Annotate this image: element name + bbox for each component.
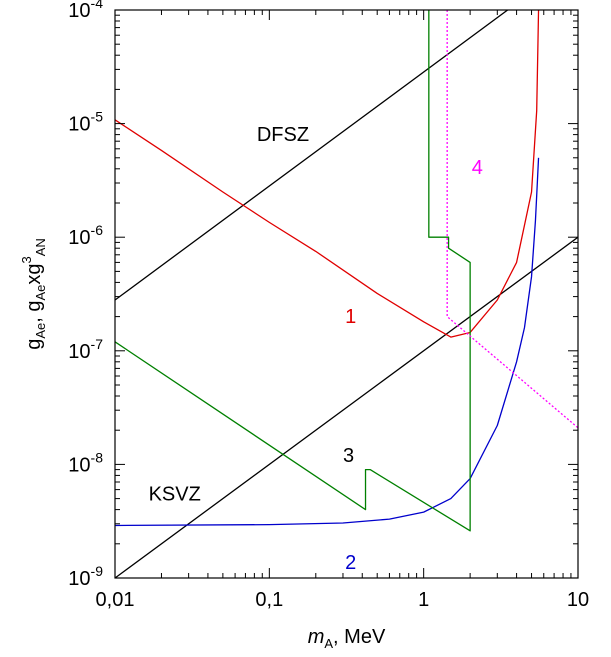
series-line-ksvz [115, 236, 578, 578]
y-tick-label: 10-4 [68, 0, 103, 22]
annotation-label: 1 [345, 306, 356, 328]
x-tick-label: 0,1 [255, 589, 283, 611]
y-tick-label: 10-8 [68, 449, 103, 476]
annotation-label: 2 [345, 552, 356, 574]
y-axis-label: gAe, gAexg3AN [19, 238, 48, 350]
annotations: DFSZ KSVZ 1 2 3 4 [149, 124, 483, 574]
x-tick-label: 0,01 [96, 589, 135, 611]
annotation-label: 4 [472, 157, 483, 179]
annotation-label: DFSZ [257, 124, 309, 146]
annotation-label: KSVZ [149, 484, 201, 506]
x-tick-label: 10 [567, 589, 589, 611]
x-tick-label: 1 [418, 589, 429, 611]
tick-labels: 0,01 0,1 1 10 10-9 10-8 10-7 10-6 10-5 10-4 [68, 0, 589, 611]
x-axis-label: mA, MeV [308, 626, 386, 651]
series-line-4 [446, 10, 578, 429]
series-line-3 [115, 10, 471, 532]
annotation-label: 3 [343, 445, 354, 467]
plot-content [115, 10, 578, 578]
y-tick-label: 10-7 [68, 336, 103, 363]
y-tick-label: 10-6 [68, 222, 103, 249]
y-tick-label: 10-9 [68, 563, 103, 590]
plot-frame [114, 9, 579, 579]
series-line-2 [115, 157, 540, 527]
y-tick-label: 10-5 [68, 109, 103, 136]
series-line-dfsz [115, 10, 509, 301]
axis-ticks [114, 10, 579, 579]
series-line-1 [115, 10, 540, 338]
